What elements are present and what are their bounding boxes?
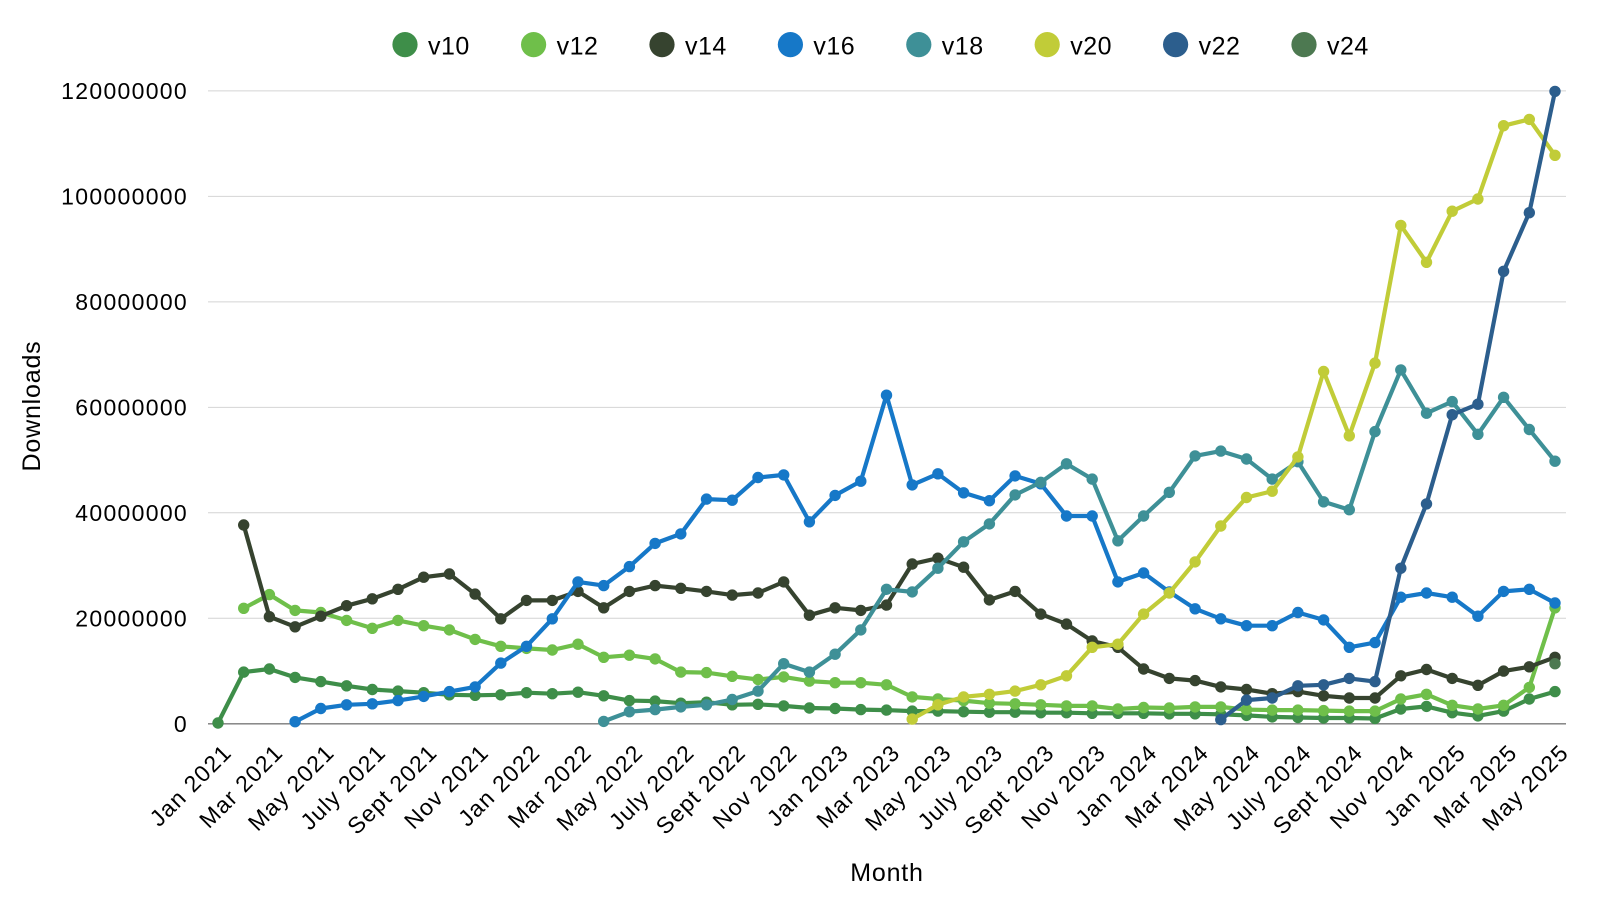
svg-text:60000000: 60000000 — [75, 394, 188, 420]
svg-text:100000000: 100000000 — [61, 183, 188, 209]
svg-text:v24: v24 — [1327, 33, 1369, 61]
svg-text:v18: v18 — [942, 33, 984, 61]
svg-text:Downloads: Downloads — [18, 341, 46, 472]
svg-text:v14: v14 — [685, 33, 727, 61]
svg-text:20000000: 20000000 — [75, 605, 188, 631]
svg-text:v20: v20 — [1070, 33, 1112, 61]
svg-text:0: 0 — [174, 711, 188, 737]
svg-text:v22: v22 — [1199, 33, 1241, 61]
svg-text:v10: v10 — [428, 33, 470, 61]
svg-text:120000000: 120000000 — [61, 78, 188, 104]
svg-text:v12: v12 — [557, 33, 599, 61]
svg-text:v16: v16 — [813, 33, 855, 61]
svg-text:Month: Month — [850, 859, 923, 887]
svg-text:80000000: 80000000 — [75, 289, 188, 315]
svg-text:40000000: 40000000 — [75, 500, 188, 526]
